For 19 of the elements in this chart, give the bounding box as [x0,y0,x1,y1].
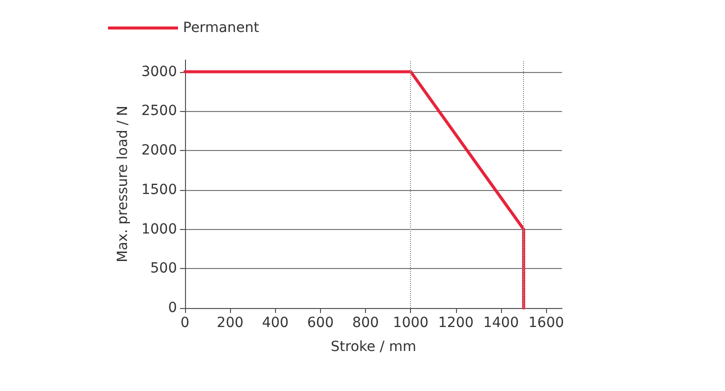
x-tick-label: 1600 [528,315,564,331]
y-tick-label: 1500 [141,182,177,198]
y-tick-label: 500 [150,260,177,277]
x-tick-label: 800 [352,315,379,331]
x-tick-label: 1200 [438,315,474,331]
y-axis-title: Max. pressure load / N [115,106,131,262]
x-tick-label: 200 [216,315,244,331]
y-tick-label: 2000 [141,142,177,159]
y-tick-label: 0 [168,300,177,316]
x-tick-label: 0 [180,315,190,331]
y-tick-label: 1000 [141,221,177,238]
x-tick-label: 1000 [392,315,429,331]
y-tick-label: 2500 [141,103,177,120]
x-tick-label: 400 [262,315,289,331]
x-tick-label: 600 [307,315,334,331]
x-tick-label: 1400 [483,315,519,331]
x-axis-title: Stroke / mm [330,339,416,355]
legend-label: Permanent [183,20,260,36]
y-tick-label: 3000 [141,64,177,80]
